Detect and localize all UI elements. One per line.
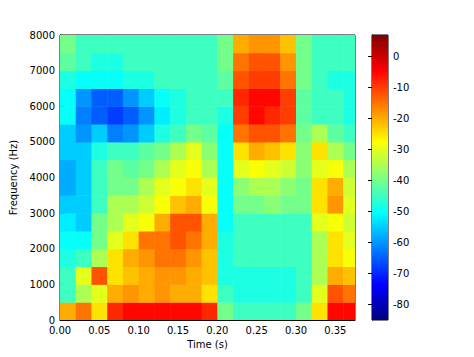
svg-text:7000: 7000	[30, 65, 55, 76]
svg-text:2000: 2000	[30, 243, 55, 254]
svg-text:0.10: 0.10	[128, 325, 150, 336]
svg-text:-30: -30	[393, 144, 409, 155]
svg-text:-50: -50	[393, 206, 409, 217]
svg-text:Time (s): Time (s)	[186, 339, 228, 350]
svg-text:0.05: 0.05	[88, 325, 110, 336]
svg-text:5000: 5000	[30, 136, 55, 147]
svg-text:-80: -80	[393, 299, 409, 310]
svg-text:-20: -20	[393, 113, 409, 124]
svg-text:Frequency (Hz): Frequency (Hz)	[8, 140, 19, 216]
svg-text:-10: -10	[393, 82, 409, 93]
svg-text:-60: -60	[393, 237, 409, 248]
svg-text:1000: 1000	[30, 279, 55, 290]
svg-text:6000: 6000	[30, 101, 55, 112]
svg-text:4000: 4000	[30, 172, 55, 183]
svg-text:0.35: 0.35	[324, 325, 346, 336]
svg-text:8000: 8000	[30, 30, 55, 41]
svg-text:0.00: 0.00	[49, 325, 71, 336]
svg-text:0.25: 0.25	[246, 325, 268, 336]
svg-text:-40: -40	[393, 175, 409, 186]
svg-text:0: 0	[393, 51, 399, 62]
svg-text:0.15: 0.15	[167, 325, 189, 336]
svg-text:0.30: 0.30	[285, 325, 307, 336]
svg-text:-70: -70	[393, 268, 409, 279]
svg-text:3000: 3000	[30, 208, 55, 219]
svg-text:0: 0	[48, 314, 55, 326]
svg-text:0.20: 0.20	[206, 325, 228, 336]
